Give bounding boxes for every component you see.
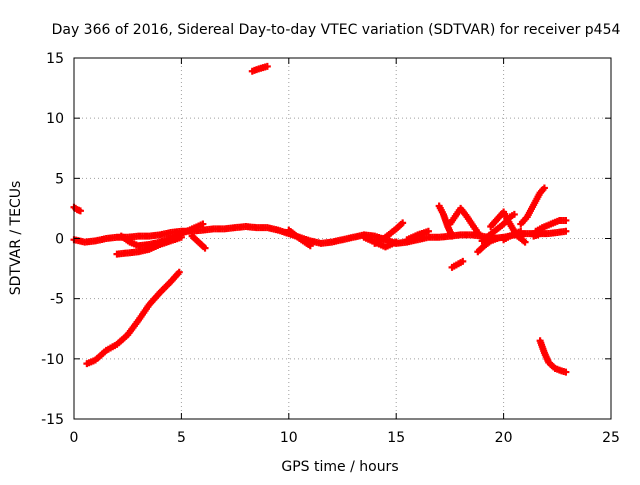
data-point [263,62,271,70]
data-point [306,242,314,250]
data-point [517,227,525,235]
data-point [521,238,529,246]
data-point [424,227,432,235]
x-tick-label: 15 [387,430,405,446]
x-tick-label: 20 [495,430,513,446]
data-point [76,207,84,215]
data-point [175,268,183,276]
y-tick-label: 15 [46,51,64,67]
y-tick-label: -10 [41,352,64,368]
data-point [199,220,207,228]
data-point [538,228,546,236]
data-point [459,257,467,265]
data-points [70,62,570,376]
data-point [493,235,501,242]
y-tick-label: 5 [55,171,64,187]
data-point [201,244,209,252]
x-tick-label: 5 [177,430,186,446]
data-point [562,216,570,224]
data-point [510,210,518,218]
data-point [562,227,570,235]
data-point [392,238,400,246]
data-point [399,219,407,227]
data-point [540,184,548,192]
x-tick-label: 0 [70,430,79,446]
y-tick-label: -5 [50,292,64,308]
ticks: 0 5 10 15 20 25 -15 -10 -5 0 5 10 15 [41,51,620,446]
y-tick-label: -15 [41,412,64,428]
x-axis-label: GPS time / hours [281,459,398,475]
x-tick-label: 10 [280,430,298,446]
data-point [448,232,456,240]
y-tick-label: 10 [46,111,64,127]
data-point [474,228,482,236]
x-tick-label: 25 [602,430,620,446]
chart-title: Day 366 of 2016, Sidereal Day-to-day VTE… [52,22,621,38]
y-axis-label: SDTVAR / TECUs [8,181,24,296]
y-tick-label: 0 [55,232,64,248]
data-point [562,368,570,376]
